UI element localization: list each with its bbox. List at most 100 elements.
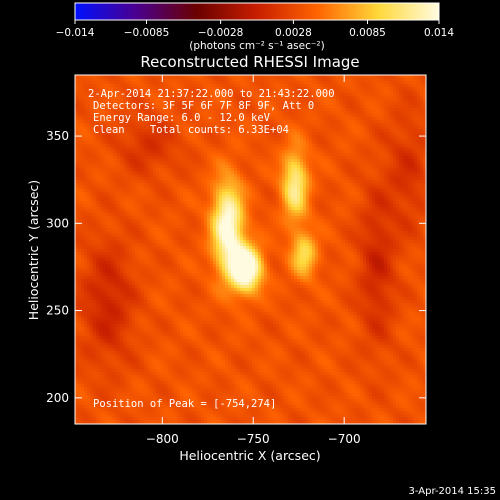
heatmap-cell [300,96,304,100]
heatmap-cell [252,147,256,151]
heatmap-cell [120,78,124,82]
heatmap-cell [258,174,262,178]
heatmap-cell [225,150,229,154]
heatmap-cell [327,105,331,109]
heatmap-cell [114,138,118,142]
heatmap-cell [360,90,364,94]
heatmap-cell [186,96,190,100]
heatmap-cell [408,102,412,106]
heatmap-cell [333,111,337,115]
heatmap-cell [189,198,193,202]
heatmap-cell [297,195,301,199]
heatmap-cell [129,111,133,115]
heatmap-cell [168,75,172,79]
heatmap-cell [222,93,226,97]
heatmap-cell [270,108,274,112]
heatmap-cell [186,129,190,133]
heatmap-cell [144,78,148,82]
heatmap-cell [102,174,106,178]
heatmap-cell [165,105,169,109]
heatmap-cell [399,144,403,148]
heatmap-cell [351,165,355,169]
heatmap-cell [315,162,319,166]
heatmap-cell [222,177,226,181]
heatmap-cell [351,150,355,154]
heatmap-cell [381,147,385,151]
heatmap-cell [168,129,172,133]
heatmap-cell [342,159,346,163]
heatmap-cell [132,189,136,193]
heatmap-cell [141,78,145,82]
heatmap-cell [423,96,427,100]
heatmap-cell [144,150,148,154]
heatmap-cell [252,135,256,139]
heatmap-cell [396,153,400,157]
heatmap-cell [267,177,271,181]
heatmap-cell [327,165,331,169]
heatmap-cell [387,84,391,88]
heatmap-cell [165,132,169,136]
heatmap-cell [222,114,226,118]
heatmap-cell [111,108,115,112]
heatmap-cell [231,138,235,142]
heatmap-cell [84,93,88,97]
heatmap-cell [387,135,391,139]
heatmap-cell [90,147,94,151]
heatmap-cell [399,117,403,121]
heatmap-cell [126,132,130,136]
heatmap-cell [105,108,109,112]
heatmap-cell [126,126,130,130]
heatmap-cell [273,144,277,148]
heatmap-cell [111,96,115,100]
heatmap-cell [99,198,103,202]
heatmap-cell [267,141,271,145]
heatmap-cell [153,159,157,163]
heatmap-cell [306,147,310,151]
heatmap-cell [126,174,130,178]
heatmap-cell [102,90,106,94]
heatmap-cell [105,177,109,181]
heatmap-cell [354,120,358,124]
heatmap-cell [192,177,196,181]
heatmap-cell [399,177,403,181]
heatmap-cell [84,180,88,184]
heatmap-cell [198,129,202,133]
heatmap-cell [120,156,124,160]
heatmap-cell [357,114,361,118]
heatmap-cell [228,117,232,121]
heatmap-cell [378,105,382,109]
heatmap-cell [87,174,91,178]
heatmap-cell [330,171,334,175]
heatmap-cell [153,114,157,118]
heatmap-cell [90,192,94,196]
heatmap-cell [324,120,328,124]
heatmap-cell [78,168,82,172]
heatmap-cell [198,201,202,205]
heatmap-cell [234,198,238,202]
heatmap-cell [204,90,208,94]
heatmap-cell [237,165,241,169]
heatmap-cell [354,84,358,88]
heatmap-cell [285,177,289,181]
heatmap-cell [183,150,187,154]
heatmap-cell [261,141,265,145]
heatmap-cell [234,96,238,100]
heatmap-cell [222,168,226,172]
heatmap-cell [147,93,151,97]
heatmap-cell [114,84,118,88]
heatmap-cell [240,99,244,103]
heatmap-cell [114,120,118,124]
heatmap-cell [255,177,259,181]
heatmap-cell [228,111,232,115]
heatmap-cell [291,180,295,184]
heatmap-cell [87,195,91,199]
heatmap-cell [81,126,85,130]
heatmap-cell [162,120,166,124]
heatmap-cell [354,183,358,187]
heatmap-cell [165,111,169,115]
heatmap-cell [213,84,217,88]
heatmap-cell [318,183,322,187]
heatmap-cell [315,108,319,112]
heatmap-cell [372,144,376,148]
heatmap-cell [102,189,106,193]
